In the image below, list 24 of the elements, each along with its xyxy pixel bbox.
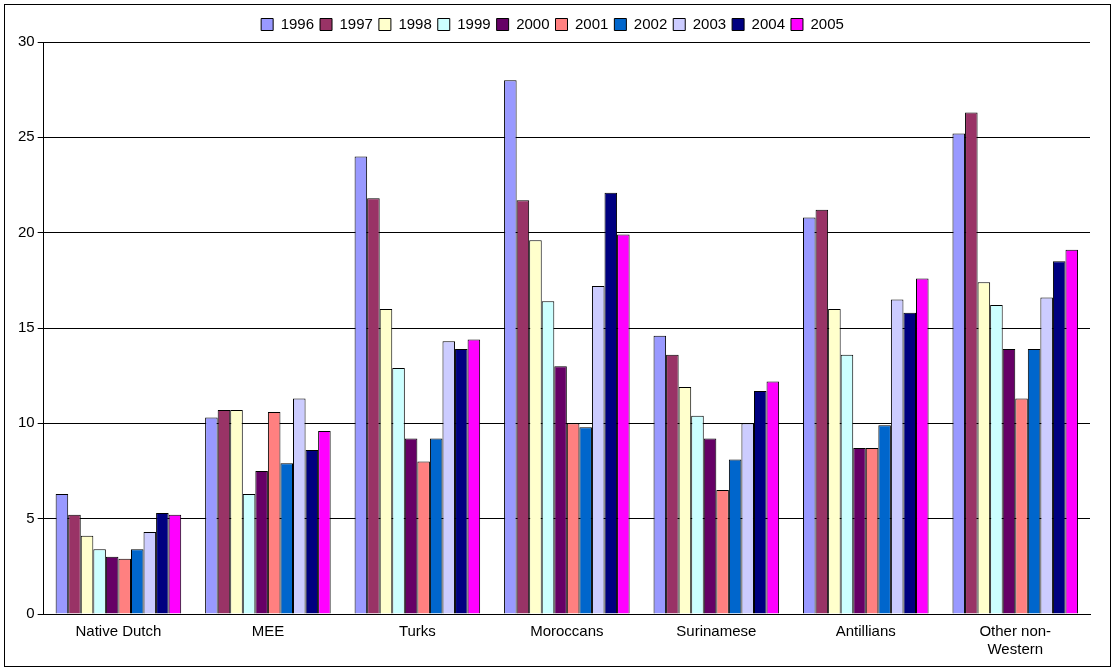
legend-label: 2002 [633, 14, 668, 32]
y-tick-label: 25 [18, 127, 35, 145]
legend-label: 1999 [457, 14, 491, 32]
legend-label: 1997 [339, 14, 373, 32]
x-tick-label: Native Dutch [75, 622, 162, 640]
legend-label: 2004 [751, 14, 785, 32]
x-tick-label: Surinamese [676, 622, 757, 640]
x-tick-label: Other non-Western [979, 622, 1052, 658]
x-tick-label: Moroccans [530, 622, 604, 640]
x-tick-label: Antillians [835, 622, 896, 640]
legend-label: 2003 [692, 14, 727, 32]
y-tick-label: 20 [18, 222, 35, 240]
y-tick-label: 15 [18, 318, 35, 336]
y-tick-label: 30 [18, 32, 35, 50]
legend-label: 2000 [516, 14, 550, 32]
y-tick-label: 5 [26, 508, 35, 526]
legend-label: 2005 [810, 14, 844, 32]
legend-label: 1996 [280, 14, 315, 32]
x-tick-label: Turks [398, 622, 436, 640]
y-tick-label: 10 [18, 413, 35, 431]
y-tick-label: 0 [26, 604, 35, 622]
legend-label: 1998 [398, 14, 432, 32]
legend-label: 2001 [575, 14, 609, 32]
x-tick-label: MEE [251, 622, 285, 640]
